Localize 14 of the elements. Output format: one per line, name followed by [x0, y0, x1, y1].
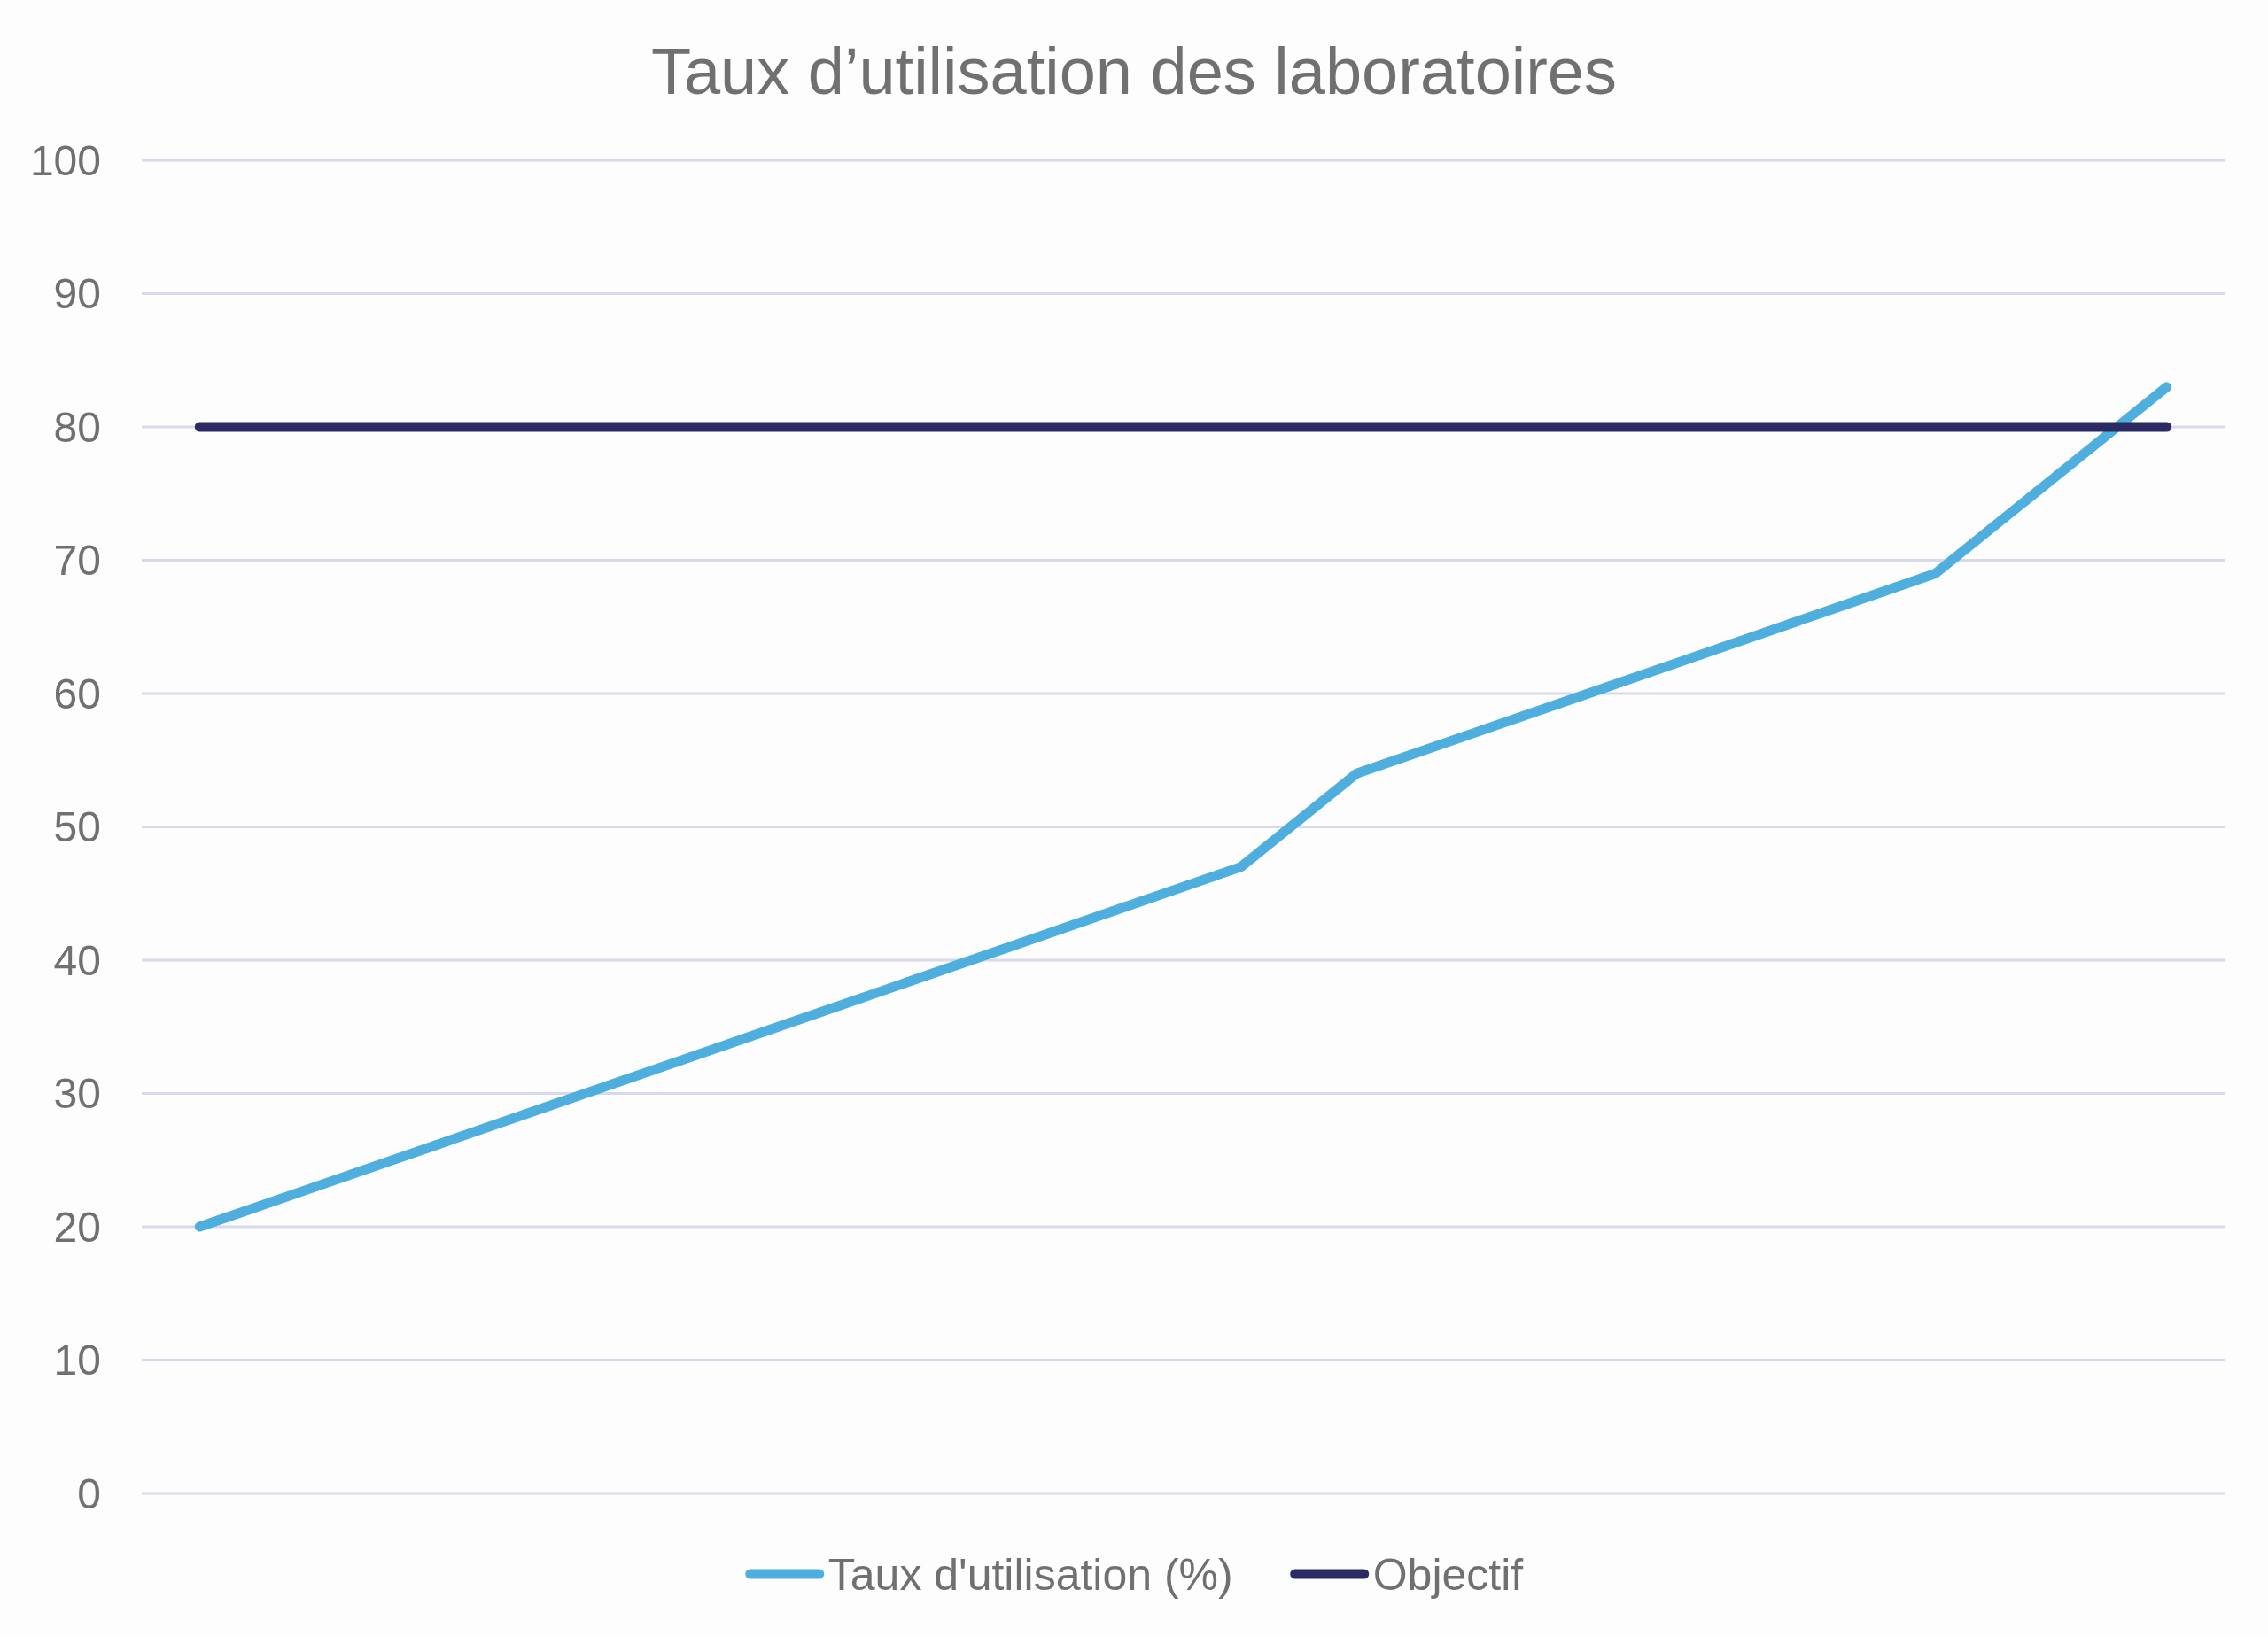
y-tick-label: 80 [53, 403, 101, 451]
y-tick-label: 10 [53, 1337, 101, 1384]
y-tick-label: 20 [53, 1203, 101, 1251]
y-tick-label: 60 [53, 670, 101, 717]
legend-label: Taux d'utilisation (%) [827, 1549, 1233, 1600]
y-tick-label: 30 [53, 1070, 101, 1118]
y-tick-label: 50 [53, 803, 101, 851]
y-tick-label: 90 [53, 270, 101, 318]
y-tick-label: 0 [77, 1469, 101, 1517]
legend-label: Objectif [1372, 1549, 1524, 1600]
y-tick-label: 40 [53, 936, 101, 984]
y-tick-label: 100 [29, 136, 101, 184]
chart-title: Taux d’utilisation des laboratoires [650, 35, 1618, 108]
y-tick-label: 70 [53, 537, 101, 585]
